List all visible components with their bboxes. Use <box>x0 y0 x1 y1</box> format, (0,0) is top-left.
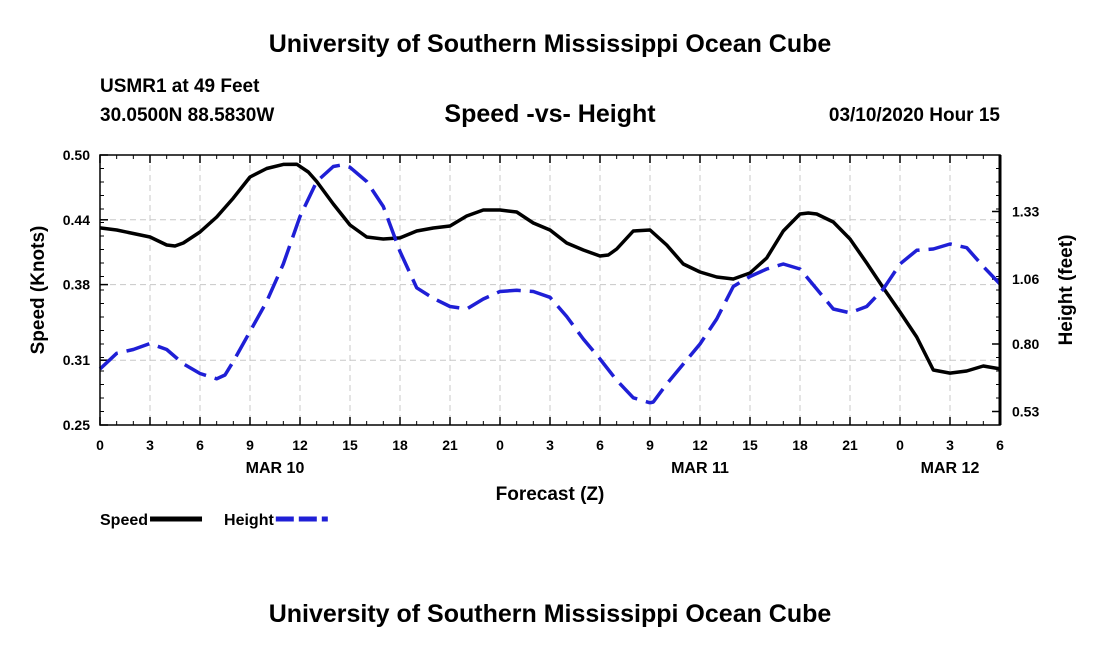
y-tick-label: 0.25 <box>63 417 90 433</box>
x-tick-label: 3 <box>546 437 554 453</box>
y-tick-label: 0.31 <box>63 352 90 368</box>
x-tick-label: 0 <box>96 437 104 453</box>
y-tick-label: 0.44 <box>63 212 90 228</box>
legend-label: Height <box>224 512 274 529</box>
series-line-speed <box>99 162 1001 375</box>
y2-tick-label: 1.33 <box>1012 204 1039 220</box>
y-tick-label: 0.50 <box>63 147 90 163</box>
series-line-height <box>98 163 1002 405</box>
x-tick-label: 15 <box>742 437 758 453</box>
x-tick-label: 18 <box>392 437 408 453</box>
x-tick-label: 18 <box>792 437 808 453</box>
y2-tick-label: 1.06 <box>1012 271 1039 287</box>
chart-subtitle: Speed -vs- Height <box>444 100 656 128</box>
x-tick-label: 12 <box>292 437 308 453</box>
x-tick-label: 6 <box>996 437 1004 453</box>
chart-title-bottom: University of Southern Mississippi Ocean… <box>268 600 832 628</box>
x-tick-label: 3 <box>146 437 154 453</box>
y2-axis-label: Height (feet) <box>1056 235 1077 346</box>
date-label: MAR 11 <box>671 460 729 477</box>
y-axis-label: Speed (Knots) <box>28 226 49 355</box>
x-tick-label: 6 <box>196 437 204 453</box>
station-label: USMR1 at 49 Feet <box>100 76 260 97</box>
x-tick-label: 15 <box>342 437 358 453</box>
x-tick-label: 21 <box>442 437 458 453</box>
x-tick-label: 9 <box>646 437 654 453</box>
date-label: MAR 10 <box>246 460 305 477</box>
x-tick-label: 6 <box>596 437 604 453</box>
x-tick-label: 21 <box>842 437 858 453</box>
y2-tick-label: 0.80 <box>1012 336 1039 352</box>
x-tick-label: 12 <box>692 437 708 453</box>
y2-tick-label: 0.53 <box>1012 404 1039 420</box>
x-tick-label: 0 <box>896 437 904 453</box>
x-tick-label: 3 <box>946 437 954 453</box>
chart-title-top: University of Southern Mississippi Ocean… <box>268 30 832 58</box>
station-coordinates: 30.0500N 88.5830W <box>100 105 275 126</box>
legend-label: Speed <box>100 512 148 529</box>
x-tick-label: 0 <box>496 437 504 453</box>
x-tick-label: 9 <box>246 437 254 453</box>
forecast-datetime: 03/10/2020 Hour 15 <box>828 105 1000 126</box>
date-label: MAR 12 <box>921 460 980 477</box>
x-axis-label: Forecast (Z) <box>496 484 605 505</box>
y-tick-label: 0.38 <box>63 277 90 293</box>
